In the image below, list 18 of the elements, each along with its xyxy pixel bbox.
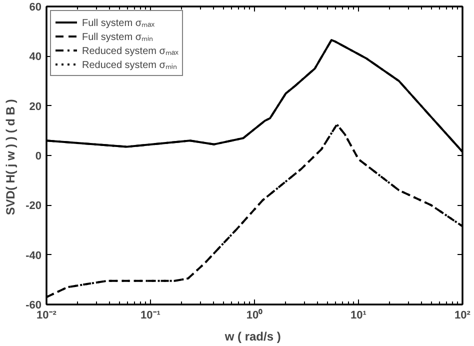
x-tick-label: 10⁰ xyxy=(246,308,263,322)
y-tick-label: -20 xyxy=(26,200,42,212)
x-tick-label: 10⁻¹ xyxy=(140,310,161,322)
legend-label: Full system σₘₐₓ xyxy=(82,17,155,29)
x-axis-title: w ( rad/s ) xyxy=(224,330,281,344)
legend-label: Reduced system σₘₐₓ xyxy=(82,45,178,57)
y-tick-label: 60 xyxy=(29,2,42,14)
y-tick-label: 40 xyxy=(29,51,42,64)
legend-label: Reduced system σₘᵢₙ xyxy=(82,59,177,71)
legend-label: Full system σₘᵢₙ xyxy=(82,31,154,43)
x-tick-label: 10¹ xyxy=(350,310,367,322)
y-tick-label: 0 xyxy=(35,150,42,162)
x-tick-label: 10⁻² xyxy=(36,310,57,322)
y-tick-label: 20 xyxy=(29,100,42,113)
y-tick-label: -60 xyxy=(26,300,42,312)
x-tick-label: 10² xyxy=(454,310,471,322)
y-axis-title: SVD( H( j w ) ) ( d B ) xyxy=(4,99,18,216)
y-tick-label: -40 xyxy=(26,250,42,262)
